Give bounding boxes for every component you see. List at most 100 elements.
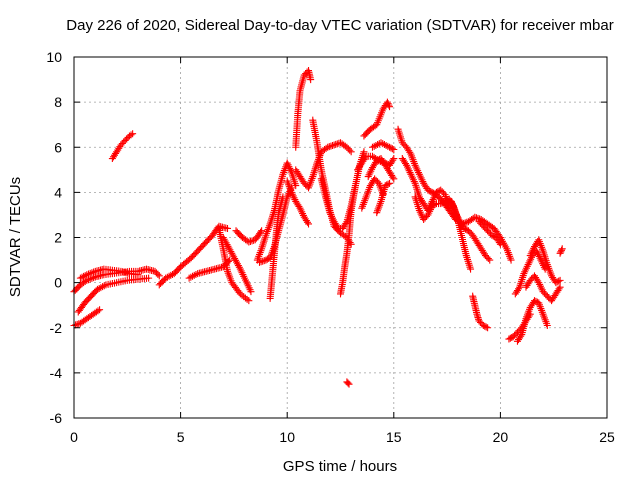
data-point — [229, 251, 237, 259]
series-s6 — [155, 222, 232, 289]
data-point — [335, 139, 343, 147]
data-point — [347, 148, 355, 156]
y-tick-label: 8 — [54, 94, 62, 110]
x-tick-label: 0 — [70, 429, 78, 445]
data-point — [76, 274, 84, 282]
data-point — [90, 268, 98, 276]
x-tick-label: 25 — [599, 429, 615, 445]
x-tick-label: 5 — [177, 429, 185, 445]
data-point — [260, 257, 268, 265]
data-point — [431, 200, 439, 208]
data-point — [486, 256, 494, 264]
data-point — [221, 237, 229, 245]
grid-lines — [74, 57, 607, 418]
series-s19 — [337, 148, 368, 298]
data-point — [226, 246, 234, 254]
data-point — [96, 306, 104, 314]
series-s2 — [76, 265, 142, 282]
data-point — [224, 224, 232, 232]
data-point — [383, 98, 391, 106]
data-point — [558, 246, 566, 254]
data-point — [231, 255, 239, 263]
data-point — [386, 103, 394, 111]
data-point — [517, 332, 525, 340]
data-point — [257, 258, 265, 266]
data-point — [495, 239, 503, 247]
data-point — [496, 240, 504, 248]
series-s25 — [368, 139, 398, 154]
data-point — [220, 235, 228, 243]
y-tick-label: 6 — [54, 139, 62, 155]
data-point — [325, 143, 333, 151]
data-point — [245, 297, 253, 305]
series-s8 — [215, 224, 253, 305]
series-s32 — [475, 218, 504, 248]
data-point — [226, 256, 234, 264]
y-tick-label: -6 — [50, 410, 63, 426]
data-point — [227, 248, 235, 256]
data-points — [70, 67, 566, 388]
data-point — [257, 228, 265, 236]
data-point — [255, 258, 263, 266]
data-point — [80, 272, 88, 280]
series-s15 — [292, 67, 315, 151]
y-tick-label: 10 — [46, 49, 62, 65]
axis-ticks — [73, 56, 608, 419]
data-point — [303, 218, 311, 226]
data-point — [81, 272, 89, 280]
y-tick-label: 0 — [54, 275, 62, 291]
data-point — [390, 175, 398, 183]
data-point — [384, 100, 392, 108]
data-point — [474, 214, 482, 222]
data-point — [145, 274, 153, 282]
data-point — [327, 142, 335, 150]
data-point — [386, 179, 394, 187]
data-point — [384, 142, 392, 150]
x-tick-label: 10 — [279, 429, 295, 445]
data-point — [330, 141, 338, 149]
data-point — [88, 269, 96, 277]
series-s20 — [343, 378, 353, 388]
data-point — [556, 283, 564, 291]
series-s14 — [283, 177, 313, 228]
data-point — [235, 288, 243, 296]
data-point — [279, 193, 287, 201]
data-point — [224, 242, 232, 250]
data-point — [100, 282, 108, 290]
data-point — [83, 271, 91, 279]
data-point — [84, 270, 92, 278]
series-s16 — [292, 139, 355, 192]
data-point — [388, 145, 396, 153]
data-point — [219, 234, 227, 241]
data-point — [406, 148, 414, 156]
data-point — [484, 255, 492, 263]
data-point — [333, 223, 341, 231]
data-point — [557, 248, 565, 256]
data-point — [467, 265, 475, 273]
data-point — [384, 180, 392, 188]
series-s29 — [411, 193, 475, 273]
data-point — [471, 213, 479, 221]
data-point — [555, 277, 563, 285]
data-point — [129, 130, 137, 138]
data-point — [225, 244, 233, 252]
y-tick-label: -2 — [50, 320, 63, 336]
data-point — [332, 140, 340, 148]
data-point — [484, 324, 492, 332]
data-point — [515, 285, 523, 293]
y-tick-label: 4 — [54, 184, 62, 200]
data-point — [472, 214, 480, 222]
series-s37 — [526, 236, 564, 287]
data-point — [230, 253, 238, 261]
series-s26 — [373, 179, 394, 217]
data-point — [233, 260, 241, 268]
y-tick-label: 2 — [54, 230, 62, 246]
data-point — [482, 323, 490, 331]
x-axis-label: GPS time / hours — [283, 458, 397, 475]
data-point — [342, 219, 350, 227]
data-point — [75, 320, 83, 328]
data-point — [389, 173, 397, 181]
series-s4 — [70, 306, 104, 329]
series-s23 — [360, 98, 394, 140]
data-point — [223, 241, 231, 249]
